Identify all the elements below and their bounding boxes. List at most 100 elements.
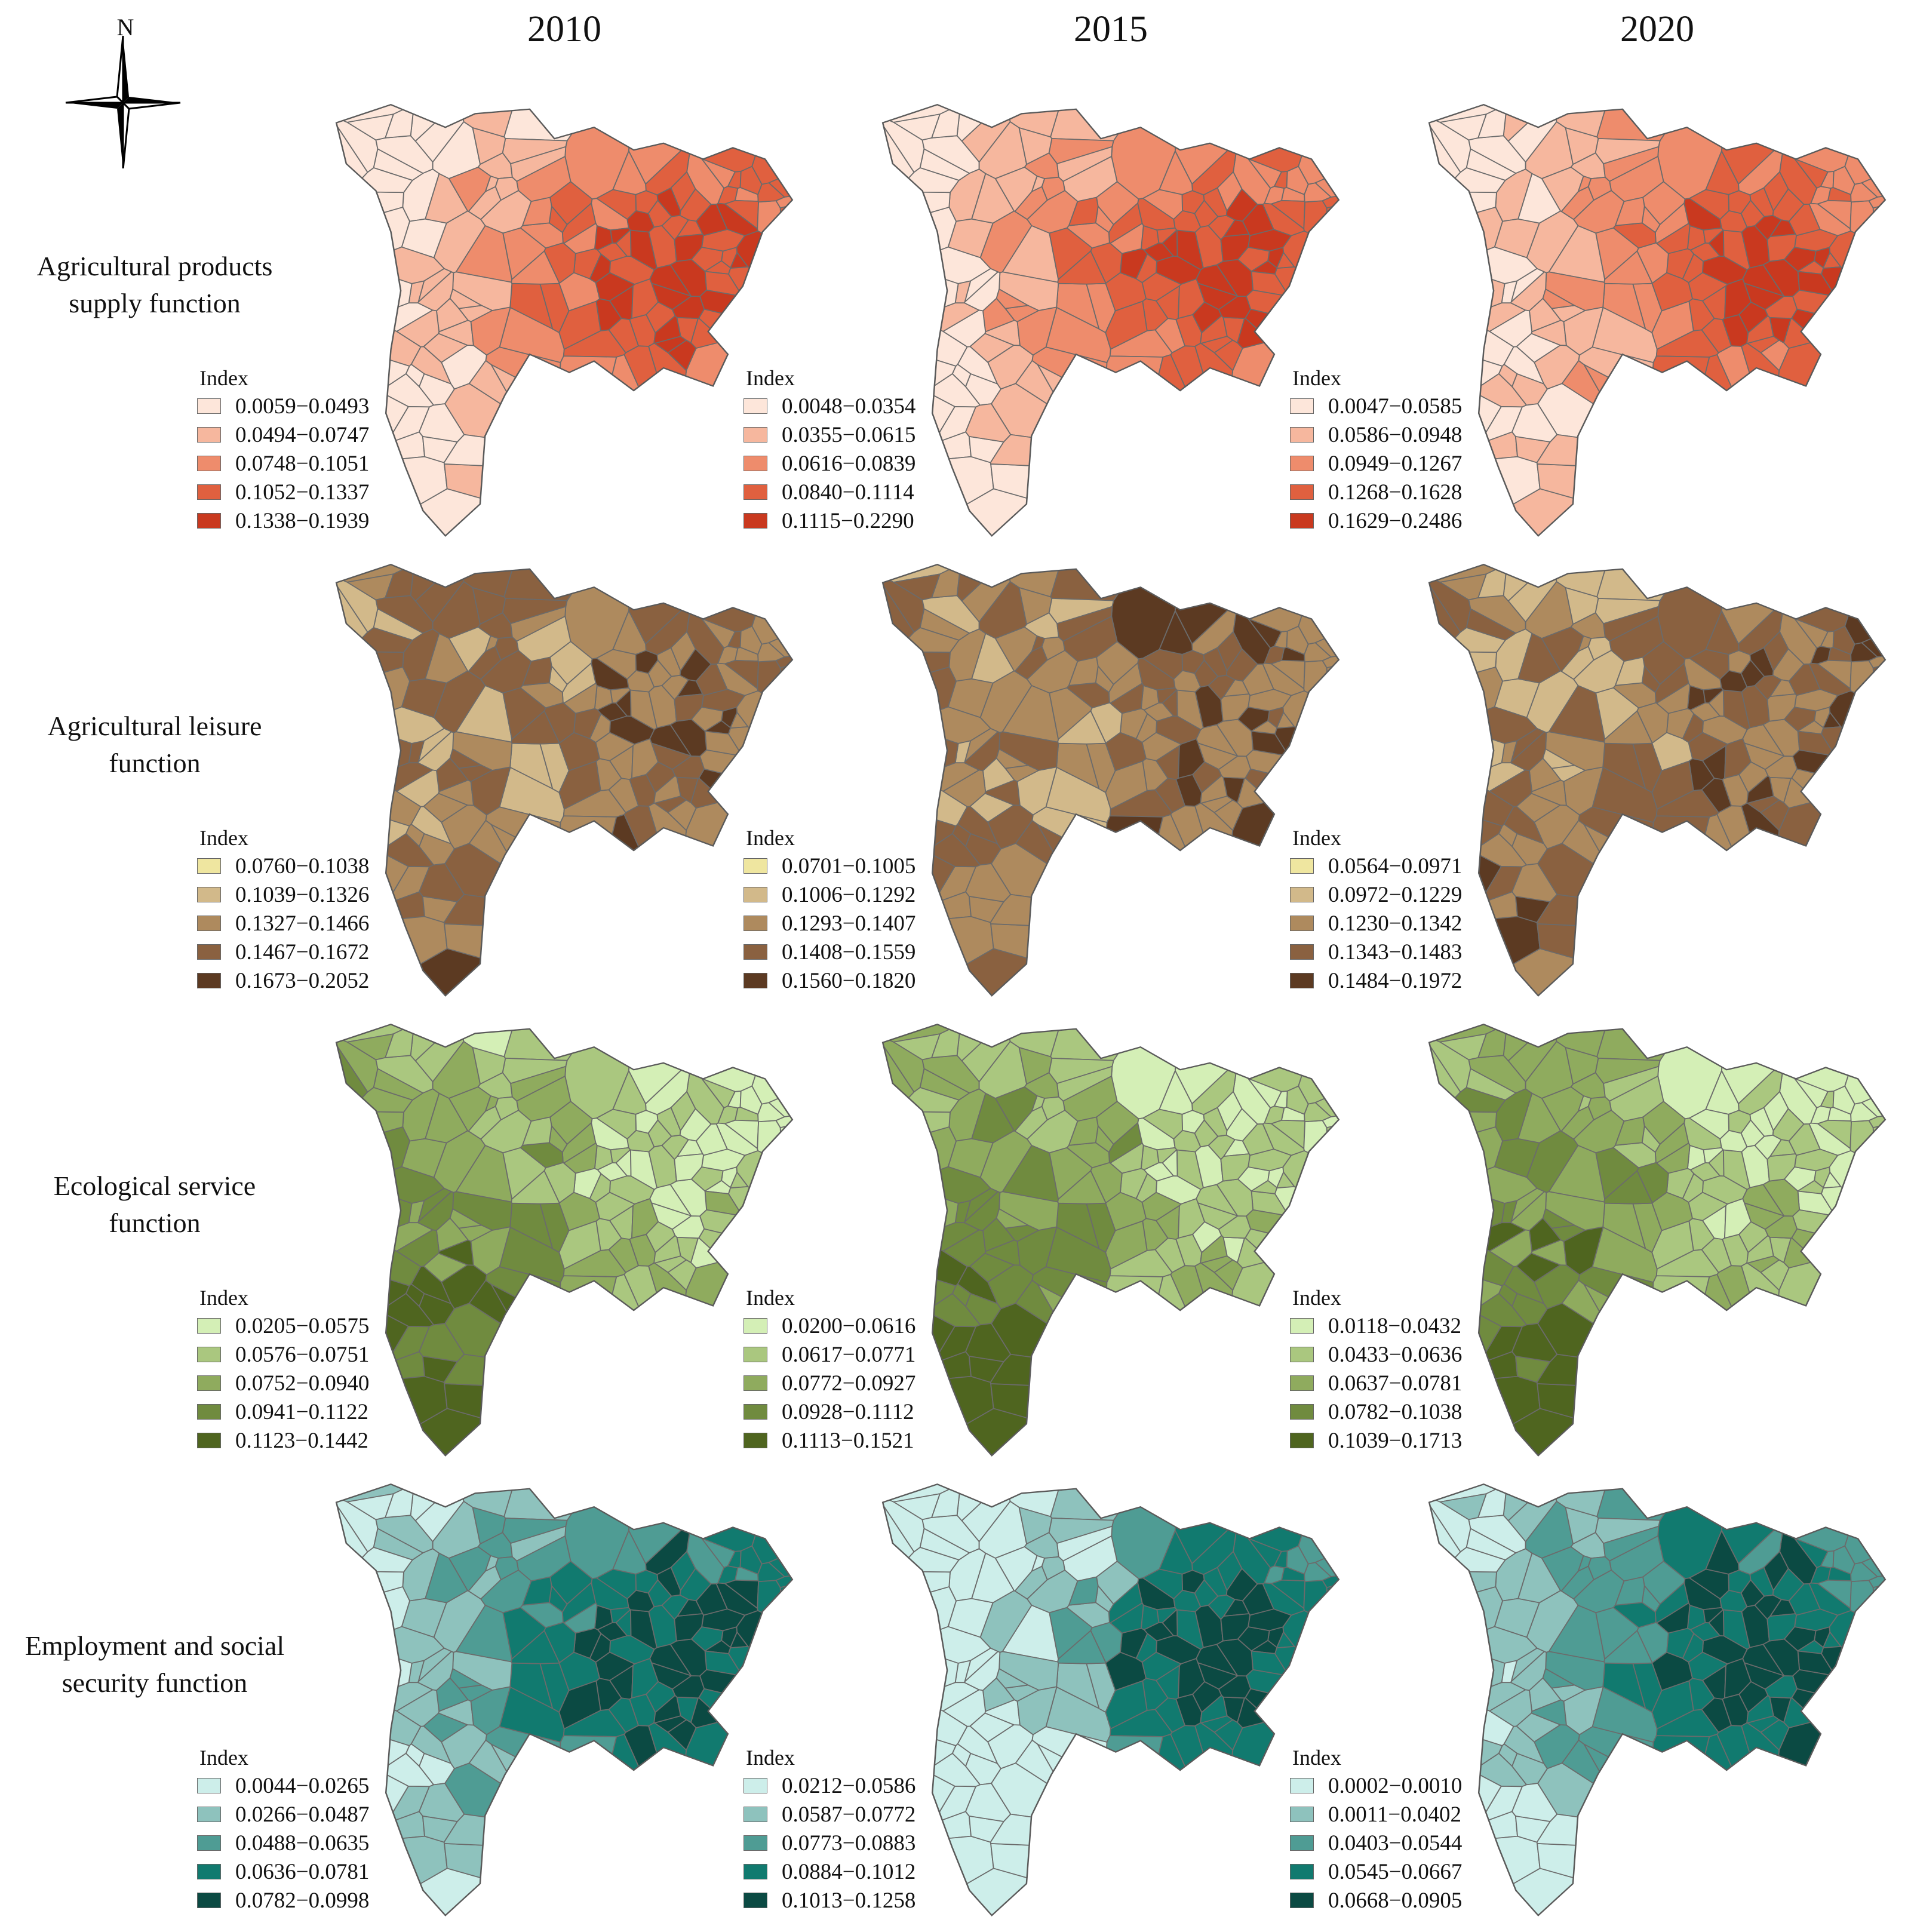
- legend-label: 0.0200−0.0616: [782, 1313, 916, 1338]
- legend-item: 0.1039−0.1713: [1290, 1426, 1565, 1455]
- county-region: [1192, 301, 1222, 334]
- legend-swatch: [1290, 1375, 1314, 1391]
- county-region: [405, 1743, 425, 1767]
- legend-label: 0.1338−0.1939: [235, 508, 370, 533]
- legend-label: 0.0701−0.1005: [782, 853, 916, 879]
- province-outline: [335, 563, 794, 997]
- legend-label: 0.0773−0.0883: [782, 1830, 916, 1856]
- row-label-line: Employment and social: [24, 1630, 285, 1661]
- county-region: [739, 625, 763, 655]
- legend-item: 0.1673−0.2052: [197, 966, 472, 995]
- county-region: [1542, 1208, 1576, 1229]
- county-region: [1517, 632, 1562, 684]
- legend-label: 0.0587−0.0772: [782, 1802, 916, 1827]
- legend-item: 0.1230−0.1342: [1290, 909, 1565, 938]
- legend-label: 0.1408−0.1559: [782, 939, 916, 965]
- county-region: [1486, 246, 1538, 284]
- county-region: [1246, 1537, 1282, 1568]
- legend-label: 0.1052−0.1337: [235, 480, 370, 505]
- county-region: [549, 181, 593, 226]
- county-region: [964, 863, 1012, 902]
- county-region: [964, 1323, 1012, 1362]
- row-label-line: Agricultural products: [36, 251, 273, 281]
- legend: Index 0.0205−0.0575 0.0576−0.0751 0.0752−0.…: [197, 1284, 472, 1455]
- legend-swatch: [743, 887, 767, 902]
- county-region: [472, 1046, 506, 1085]
- legend-swatch: [743, 1347, 767, 1362]
- county-region: [971, 632, 1015, 684]
- choropleth-map: [1428, 1023, 1887, 1457]
- legend-label: 0.1343−0.1483: [1328, 939, 1463, 965]
- legend-item: 0.0044−0.0265: [197, 1771, 472, 1800]
- year-heading-2010: 2010: [527, 9, 601, 50]
- county-region: [1216, 631, 1243, 672]
- county-region: [996, 1667, 1030, 1689]
- legend-label: 0.0840−0.1114: [782, 480, 914, 505]
- county-region: [1286, 165, 1309, 195]
- county-region: [1587, 1096, 1612, 1121]
- legend-title: Index: [1292, 366, 1341, 390]
- legend-label: 0.0637−0.0781: [1328, 1371, 1463, 1396]
- legend-item: 0.0047−0.0585: [1290, 392, 1565, 420]
- county-region: [395, 1229, 440, 1267]
- legend-label: 0.0545−0.0667: [1328, 1859, 1463, 1884]
- legend-item: 0.1560−0.1820: [743, 966, 1018, 995]
- legend-label: 0.0752−0.0940: [235, 1371, 370, 1396]
- legend-item: 0.0928−0.1112: [743, 1397, 1018, 1426]
- county-region: [563, 222, 598, 254]
- county-region: [1109, 682, 1144, 714]
- county-region: [1018, 1506, 1053, 1545]
- choropleth-map: [335, 103, 794, 537]
- legend: Index 0.0564−0.0971 0.0972−0.1229 0.1230−0.…: [1290, 824, 1565, 995]
- legend-swatch: [197, 1835, 221, 1851]
- county-region: [671, 755, 705, 779]
- county-region: [1793, 618, 1829, 649]
- legend-item: 0.0545−0.0667: [1290, 1857, 1565, 1886]
- county-region: [1041, 636, 1066, 661]
- county-region: [951, 363, 972, 388]
- county-region: [1286, 1085, 1309, 1115]
- legend-label: 0.0616−0.0839: [782, 451, 916, 476]
- county-region: [1764, 1215, 1798, 1239]
- county-region: [521, 196, 552, 226]
- county-region: [1018, 586, 1053, 625]
- legend-swatch: [1290, 1404, 1314, 1420]
- county-region: [1614, 196, 1645, 226]
- choropleth-map: [881, 563, 1340, 997]
- legend-swatch: [743, 944, 767, 960]
- row-label-line: function: [109, 748, 201, 778]
- county-region: [1488, 1689, 1533, 1727]
- legend-item: 0.1629−0.2486: [1290, 506, 1565, 535]
- province-outline: [335, 103, 794, 537]
- legend-item: 0.0616−0.0839: [743, 449, 1018, 478]
- county-region: [1488, 769, 1533, 807]
- county-region: [1004, 305, 1040, 322]
- legend-item: 0.0212−0.0586: [743, 1771, 1018, 1800]
- county-region: [700, 1077, 736, 1108]
- legend-label: 0.0266−0.0487: [235, 1802, 370, 1827]
- county-region: [1041, 176, 1066, 201]
- legend-item: 0.1343−0.1483: [1290, 938, 1565, 966]
- legend-label: 0.0494−0.0747: [235, 422, 370, 447]
- legend-swatch: [743, 484, 767, 500]
- legend-swatch: [197, 1778, 221, 1793]
- province-outline: [1428, 1023, 1887, 1457]
- county-region: [1068, 1576, 1099, 1606]
- county-region: [1655, 1142, 1691, 1174]
- county-region: [1109, 1142, 1144, 1174]
- county-region: [1218, 296, 1252, 320]
- county-region: [521, 1576, 552, 1606]
- county-region: [558, 1680, 601, 1730]
- legend-swatch: [743, 1375, 767, 1391]
- legend-swatch: [1290, 944, 1314, 960]
- county-region: [521, 656, 552, 686]
- county-region: [1738, 761, 1769, 794]
- legend-label: 0.1673−0.2052: [235, 968, 370, 993]
- county-region: [1738, 301, 1769, 334]
- legend-item: 0.0200−0.0616: [743, 1311, 1018, 1340]
- north-arrow: N: [60, 13, 191, 168]
- county-region: [951, 823, 972, 847]
- legend-label: 0.1039−0.1713: [1328, 1428, 1463, 1453]
- legend-label: 0.1268−0.1628: [1328, 480, 1463, 505]
- legend-swatch: [1290, 513, 1314, 529]
